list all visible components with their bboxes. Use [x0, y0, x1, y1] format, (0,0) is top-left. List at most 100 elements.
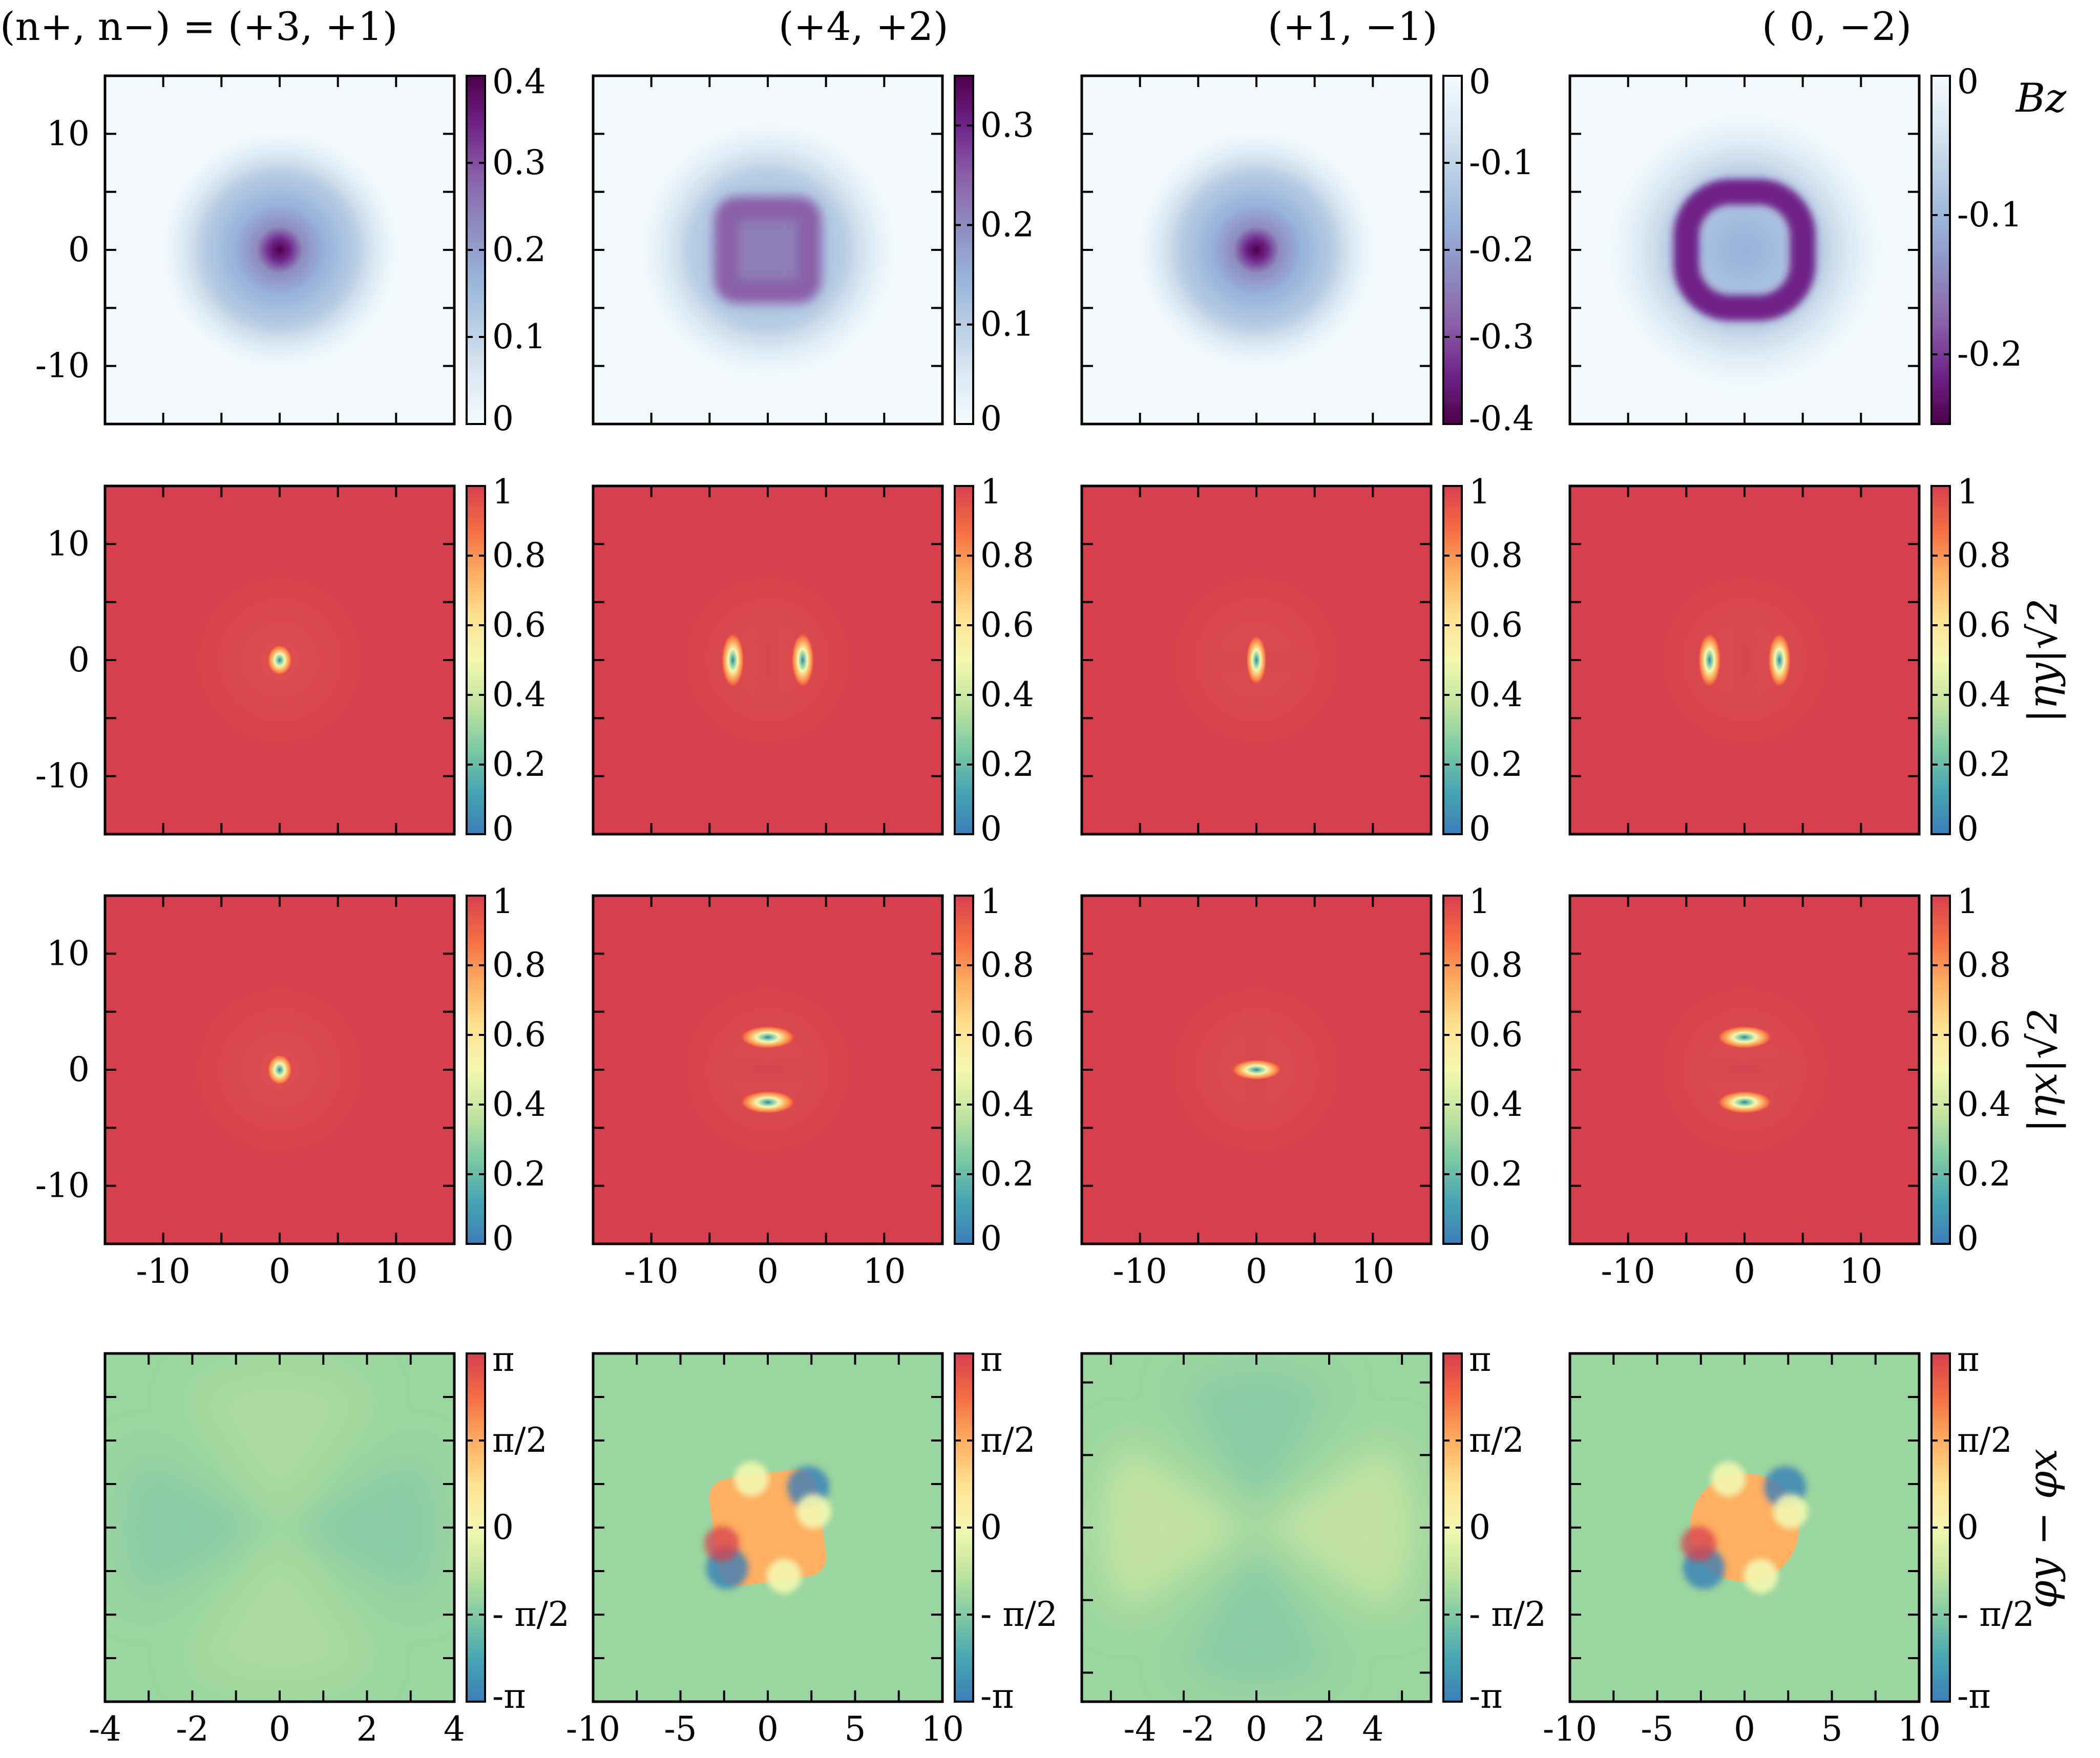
row-label-3: |ηx|√2: [2020, 1008, 2066, 1133]
colorbar-tick-label: 0: [980, 399, 1002, 438]
x-tick-label: 10: [921, 1709, 964, 1749]
colorbar-tick-label: 0.8: [980, 945, 1034, 985]
colorbar-frame: [954, 75, 974, 425]
heatmap-image: [105, 76, 454, 424]
phase-lobes: [1096, 1367, 1417, 1688]
colorbar-tick-label: 0: [492, 1508, 514, 1547]
y-tick-label: 0: [68, 640, 90, 680]
colorbar-tick-label: 1: [1469, 882, 1490, 921]
colorbar-tick-label: 0: [492, 399, 514, 438]
column-headers: (n+, n−) = (+3, +1) (+4, +2) (+1, −1) ( 0, …: [0, 4, 1912, 49]
phase-lobe: [188, 1528, 371, 1688]
y-tick-label: 0: [68, 230, 90, 269]
row-label-4: φy − φx: [2020, 1449, 2066, 1608]
colorbar-frame: [954, 485, 974, 835]
panel-r3-c1: 10 0 -10 -10 0 10 1 0.8 0.6 0.4 0.2 0: [35, 882, 546, 1291]
heatmap-image: [1082, 486, 1431, 834]
colorbar-frame: [1930, 485, 1951, 835]
x-tick-label: 0: [757, 1252, 779, 1291]
colorbar-tick-label: 0.2: [1469, 1154, 1523, 1194]
colorbar-frame: [1930, 75, 1951, 425]
colorbar-tick-label: 1: [492, 472, 514, 512]
colorbar-tick-label: π/2: [1469, 1421, 1524, 1460]
panel-r1-c1: 10 0 -10 0.4 0.3 0.2 0.1 0: [35, 62, 546, 438]
x-tick-label: 2: [1304, 1709, 1326, 1749]
phase-edge-red: [1681, 1526, 1716, 1561]
colorbar-tick-label: 0.4: [1957, 1085, 2011, 1124]
colorbar-frame: [1442, 895, 1463, 1245]
colorbar-tick-label: 0.8: [1957, 945, 2011, 985]
phase-edge-yellow: [1743, 1558, 1778, 1594]
x-tick-label: 4: [1362, 1709, 1383, 1749]
vortex-core-right: [791, 632, 814, 688]
colorbar-tick-label: 0.6: [980, 1015, 1034, 1054]
x-tick-label: -4: [1124, 1709, 1157, 1749]
panels: 100-100.40.30.20.100.30.20.100-0.1-0.2-0…: [35, 62, 2034, 1749]
colorbar-tick-label: 0.6: [1957, 1015, 2011, 1054]
depletion-band: [711, 1051, 824, 1089]
x-tick-label: -10: [1543, 1709, 1597, 1749]
panel-r2-c4: 1 0.8 0.6 0.4 0.2 0: [1568, 472, 2011, 849]
y-tick-label: 10: [47, 524, 90, 563]
column-header-3: (+1, −1): [1268, 4, 1438, 49]
colorbar-tick-label: -0.3: [1469, 317, 1534, 356]
colorbar-tick-label: 1: [980, 472, 1002, 512]
colorbar: [955, 486, 973, 834]
column-header-4: ( 0, −2): [1762, 4, 1912, 49]
heatmap-image: [105, 896, 454, 1244]
colorbar-tick-label: 0.1: [492, 317, 546, 356]
colorbar-tick-label: 0: [492, 1219, 514, 1258]
colorbar-tick-label: 0.3: [492, 143, 546, 182]
panel-r3-c2: -10 0 10 1 0.8 0.6 0.4 0.2 0: [592, 882, 1034, 1291]
x-tick-label: 0: [1734, 1252, 1755, 1291]
colorbar-tick-label: 0.4: [980, 1085, 1034, 1124]
colorbar-tick-label: 0: [1469, 62, 1490, 101]
colorbar-tick-label: 0.4: [1469, 1085, 1523, 1124]
panel-r3-c3: -10 0 10 1 0.8 0.6 0.4 0.2 0: [1080, 882, 1523, 1291]
colorbar-tick-label: - π/2: [1469, 1595, 1546, 1634]
row-label-1: Bz: [2015, 75, 2067, 121]
panel-r2-c3: 1 0.8 0.6 0.4 0.2 0: [1080, 472, 1523, 849]
x-tick-label: 0: [1246, 1709, 1267, 1749]
colorbar-tick-label: - π/2: [492, 1595, 570, 1634]
phase-lobe: [1179, 1528, 1334, 1688]
x-tick-label: 2: [356, 1709, 378, 1749]
x-tick-label: 10: [1839, 1252, 1882, 1291]
colorbar-tick-label: 0.6: [1469, 605, 1523, 645]
x-tick-label: 0: [269, 1252, 290, 1291]
x-tick-label: -5: [1641, 1709, 1673, 1749]
colorbar-tick-label: 1: [980, 882, 1002, 921]
column-header-2: (+4, +2): [779, 4, 949, 49]
phase-edge-yellow: [766, 1558, 802, 1594]
x-tick-label: -10: [1601, 1252, 1655, 1291]
phase-edge-red: [704, 1526, 740, 1561]
colorbar-tick-label: π: [1469, 1340, 1491, 1379]
colorbar-frame: [466, 485, 486, 835]
depletion-band: [749, 604, 787, 716]
phase-edge-yellow: [796, 1494, 831, 1529]
heatmap-image: [1082, 76, 1431, 424]
phase-lobe: [188, 1367, 371, 1528]
vortex-core-left: [721, 632, 745, 688]
panel-r3-c4: -10 0 10 1 0.8 0.6 0.4 0.2 0: [1568, 882, 2011, 1291]
colorbar-tick-label: 0.2: [980, 1154, 1034, 1194]
colorbar-tick-label: 0.2: [1957, 745, 2011, 784]
colorbar-tick-label: 0.8: [1469, 536, 1523, 575]
colorbar-tick-label: 0.2: [492, 230, 546, 269]
colorbar: [955, 76, 973, 424]
x-tick-label: 4: [444, 1709, 465, 1749]
colorbar-tick-label: 0.4: [492, 675, 546, 714]
colorbar: [467, 896, 485, 1244]
flux-spot: [1128, 121, 1385, 378]
heatmap-image: [1082, 896, 1431, 1244]
colorbar: [1443, 896, 1462, 1244]
colorbar-tick-label: 0.8: [1469, 945, 1523, 985]
colorbar-tick-label: π: [492, 1340, 514, 1379]
panel-r2-c1: 10 0 -10 1 0.8 0.6 0.4 0.2 0: [35, 472, 546, 849]
vortex-core: [1246, 634, 1267, 686]
y-tick-label: 10: [47, 114, 90, 153]
vortex-core-bottom: [1716, 1090, 1773, 1114]
vortex-core-left: [1698, 632, 1721, 688]
vortex-core: [266, 1054, 293, 1086]
colorbar-tick-label: -0.1: [1469, 143, 1534, 182]
